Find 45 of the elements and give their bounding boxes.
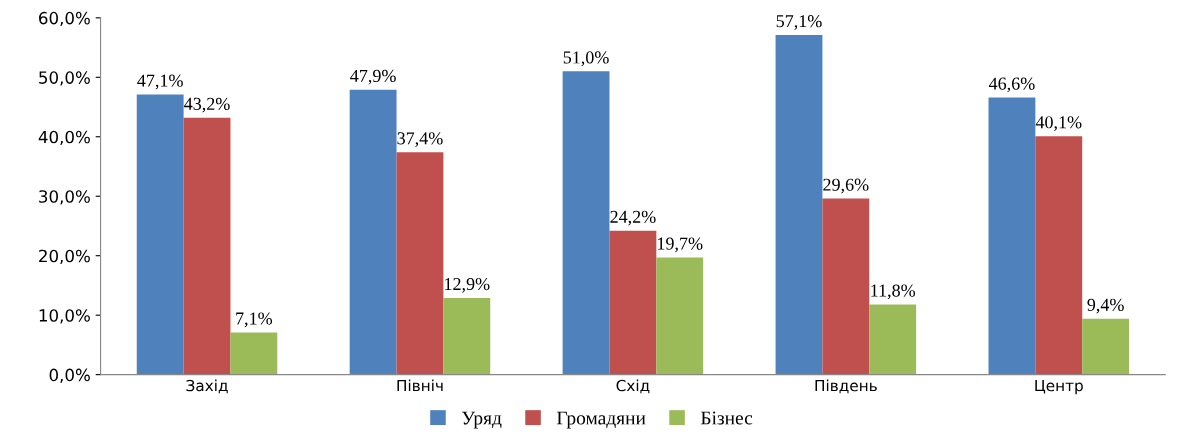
bar	[136, 94, 184, 375]
y-tick-label: 20,0%	[39, 249, 90, 264]
data-label: 9,4%	[1087, 298, 1124, 314]
y-tick-label: 40,0%	[38, 130, 90, 146]
x-tick-label: Центр	[1035, 379, 1083, 395]
legend-label: Уряд	[461, 411, 502, 429]
y-tick-label: 30,0%	[39, 190, 90, 205]
bar	[349, 89, 397, 375]
data-label: 51,0%	[563, 51, 609, 67]
data-label: 47,9%	[350, 69, 396, 85]
bar	[562, 71, 610, 375]
y-tick-label: 50,0%	[39, 71, 90, 86]
bar	[775, 35, 823, 375]
data-label: 57,1%	[776, 15, 822, 30]
bar	[443, 297, 491, 375]
bar	[988, 97, 1036, 375]
bar	[656, 257, 704, 375]
x-tick-label: Північ	[397, 379, 443, 392]
data-label: 7,1%	[236, 312, 273, 328]
x-tick-label: Південь	[815, 379, 877, 394]
data-label: 29,6%	[823, 178, 869, 194]
bar	[1035, 136, 1083, 375]
bar	[869, 304, 917, 375]
data-label: 46,6%	[988, 77, 1035, 93]
data-label: 19,7%	[658, 237, 703, 253]
bar	[1082, 318, 1130, 375]
data-label: 12,9%	[445, 277, 490, 293]
bar	[609, 230, 657, 375]
data-label: 47,1%	[137, 74, 183, 90]
bar	[822, 198, 870, 375]
bar	[230, 332, 278, 375]
data-label: 40,1%	[1035, 116, 1082, 131]
bar	[396, 152, 444, 375]
data-label: 11,8%	[871, 284, 916, 300]
legend-label: Бізнес	[700, 411, 753, 425]
data-label: 24,2%	[610, 210, 656, 226]
x-tick-label: Захід	[186, 379, 228, 394]
y-tick-label: 60,0%	[39, 11, 90, 27]
y-tick-label: 10,0%	[39, 309, 90, 324]
y-tick-label: 0,0%	[49, 368, 90, 383]
data-label: 43,2%	[184, 97, 230, 113]
x-tick-label: Схід	[616, 379, 650, 394]
bar	[183, 117, 231, 375]
data-label: 37,4%	[397, 132, 443, 147]
legend-label: Громадяни	[556, 411, 646, 429]
